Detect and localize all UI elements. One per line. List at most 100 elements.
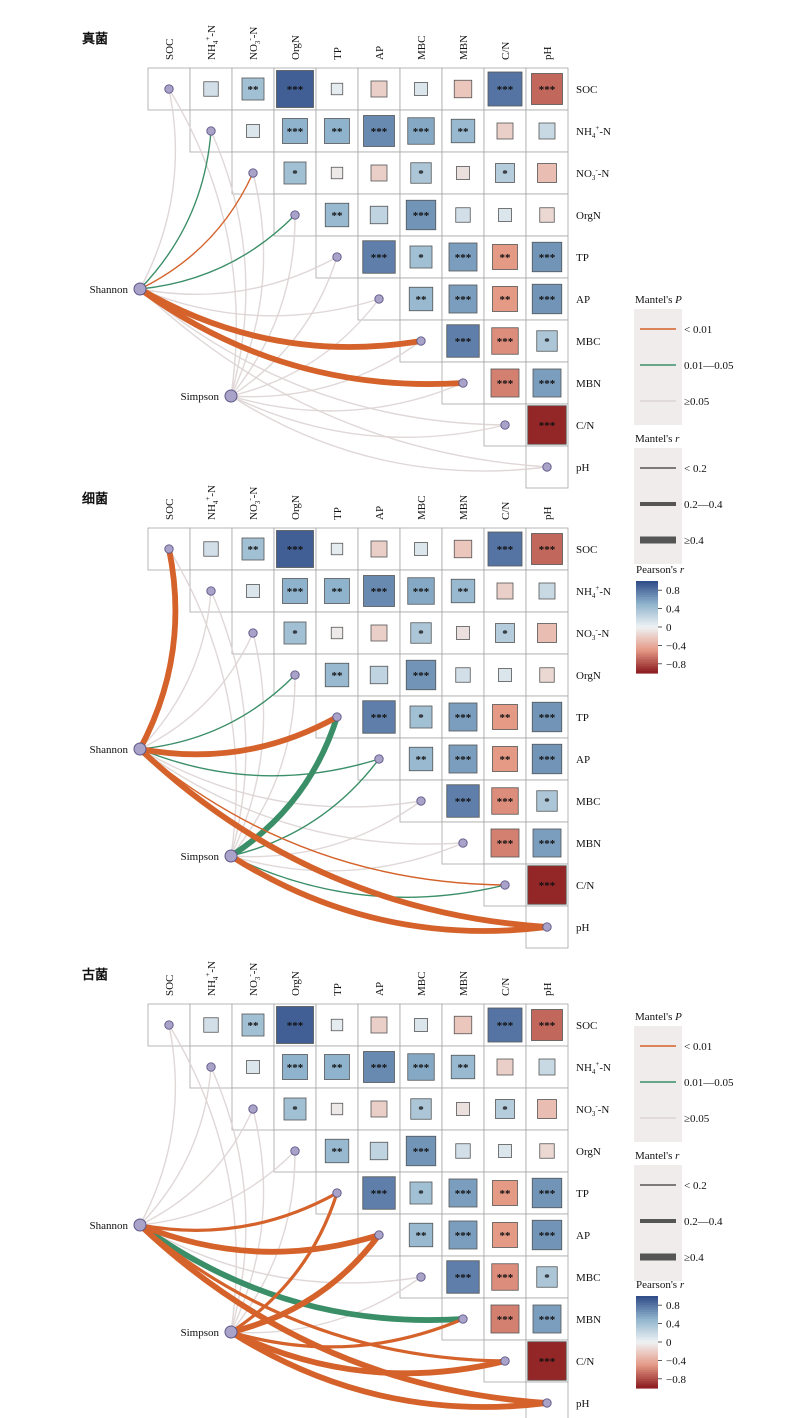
cell-mbn-ph: [532, 828, 562, 858]
cell-orgn-mbc: [405, 1135, 437, 1167]
cell-mbc-mbn: [446, 324, 480, 358]
colorbar-step: [636, 583, 658, 587]
colorbar-step: [636, 1339, 658, 1343]
colorbar-step: [636, 617, 658, 621]
significance-label: ***: [497, 796, 514, 808]
cell-nh4p-n-no3-n: [246, 584, 260, 598]
cell-mbc-ph: [536, 1266, 558, 1288]
column-header-nh4p-n: NH4+-N: [204, 25, 220, 60]
cell-mbn-c-n: [490, 1304, 520, 1334]
colorbar-step: [636, 631, 658, 635]
endpoint-mbn: [458, 838, 468, 848]
cell-tp-c-n: [492, 704, 518, 730]
link-shannon-tp: [137, 714, 340, 758]
link-simpson-ap: [228, 1232, 382, 1335]
cell-tp-ap: [362, 700, 396, 734]
significance-label: ***: [371, 1062, 388, 1074]
cell-ap-mbn: [448, 744, 478, 774]
column-header-ap: AP: [374, 506, 386, 520]
significance-label: ***: [497, 1020, 514, 1032]
cell-no3-n-c-n: [495, 1099, 515, 1119]
cell-soc-orgn: [276, 70, 314, 108]
row-label-mbc: MBC: [576, 1272, 600, 1284]
colorbar-step: [636, 1367, 658, 1371]
row-label-ap: AP: [576, 1230, 590, 1242]
legend-title: Pearson's r: [636, 564, 685, 576]
cell-soc-c-n: [487, 71, 523, 107]
link-simpson-c-n: [230, 855, 506, 898]
colorbar-step: [636, 1365, 658, 1368]
significance-label: **: [458, 1062, 470, 1074]
colorbar-step: [636, 1342, 658, 1345]
link-simpson-ph: [228, 853, 550, 934]
significance-label: *: [544, 336, 550, 348]
legend-label: 0.2—0.4: [684, 499, 723, 511]
significance-label: *: [544, 796, 550, 808]
cell-soc-no3-n: [241, 1013, 265, 1037]
link-shannon-ph: [137, 1222, 550, 1406]
cell-orgn-mbn: [455, 1143, 471, 1159]
cell-mbn-c-n: [490, 828, 520, 858]
link-shannon-soc: [139, 1024, 177, 1226]
colorbar-step: [636, 627, 658, 630]
node-label-simpson: Simpson: [180, 391, 219, 403]
colorbar-step: [636, 590, 658, 594]
link-shannon-no3-n: [139, 172, 254, 290]
cell-nh4p-n-c-n: [496, 1058, 514, 1076]
significance-label: ***: [539, 378, 556, 390]
cell-orgn-ap: [369, 1141, 389, 1161]
link-simpson-orgn: [230, 214, 296, 397]
significance-label: ***: [413, 210, 430, 222]
significance-label: ***: [539, 294, 556, 306]
colorbar-step: [636, 1369, 658, 1373]
row-label-c-n: C/N: [576, 1356, 594, 1368]
cell-orgn-c-n: [498, 208, 512, 222]
cell-soc-mbc: [414, 82, 428, 96]
colorbar-tick-label: −0.4: [666, 640, 686, 652]
significance-label: *: [418, 168, 424, 180]
row-label-orgn: OrgN: [576, 210, 601, 222]
link-simpson-tp: [229, 1191, 339, 1334]
endpoint-no3-n: [248, 168, 258, 178]
legend-label: < 0.2: [684, 1180, 707, 1192]
colorbar-step: [636, 581, 658, 584]
colorbar-tick-label: 0.4: [666, 604, 680, 616]
cell-c-n-ph: [527, 1341, 567, 1381]
cell-nh4p-n-orgn: [282, 1054, 308, 1080]
cell-soc-c-n: [487, 531, 523, 567]
link-simpson-nh4p-n: [210, 590, 247, 857]
cell-no3-n-ap: [370, 1100, 388, 1118]
endpoint-mbn: [458, 378, 468, 388]
colorbar-step: [636, 650, 658, 653]
link-shannon-soc: [139, 88, 177, 290]
cell-nh4p-n-mbn: [450, 118, 476, 144]
panel-title: 真菌: [82, 31, 108, 47]
endpoint-mbc: [416, 1272, 426, 1282]
colorbar-step: [636, 1314, 658, 1318]
node-label-simpson: Simpson: [180, 851, 219, 863]
cell-orgn-mbn: [455, 667, 471, 683]
cell-ap-ph: [531, 1219, 563, 1251]
cell-mbn-c-n: [490, 368, 520, 398]
colorbar-step: [636, 647, 658, 651]
cell-orgn-mbc: [405, 199, 437, 231]
column-header-ap: AP: [374, 982, 386, 996]
colorbar-step: [636, 1332, 658, 1336]
colorbar-step: [636, 1337, 658, 1341]
significance-label: ***: [371, 586, 388, 598]
cell-soc-tp: [330, 542, 344, 556]
cell-soc-nh4p-n: [203, 541, 219, 557]
link-shannon-tp: [138, 1191, 339, 1232]
colorbar-step: [636, 1374, 658, 1378]
cell-nh4p-n-no3-n: [246, 124, 260, 138]
cell-no3-n-mbc: [410, 162, 432, 184]
endpoint-ap: [374, 754, 384, 764]
colorbar-step: [636, 1353, 658, 1357]
significance-label: ***: [287, 1062, 304, 1074]
link-simpson-mbn: [230, 842, 464, 872]
colorbar-step: [636, 615, 658, 619]
colorbar-step: [636, 1381, 658, 1384]
cell-tp-mbc: [409, 245, 433, 269]
colorbar-step: [636, 1371, 658, 1375]
